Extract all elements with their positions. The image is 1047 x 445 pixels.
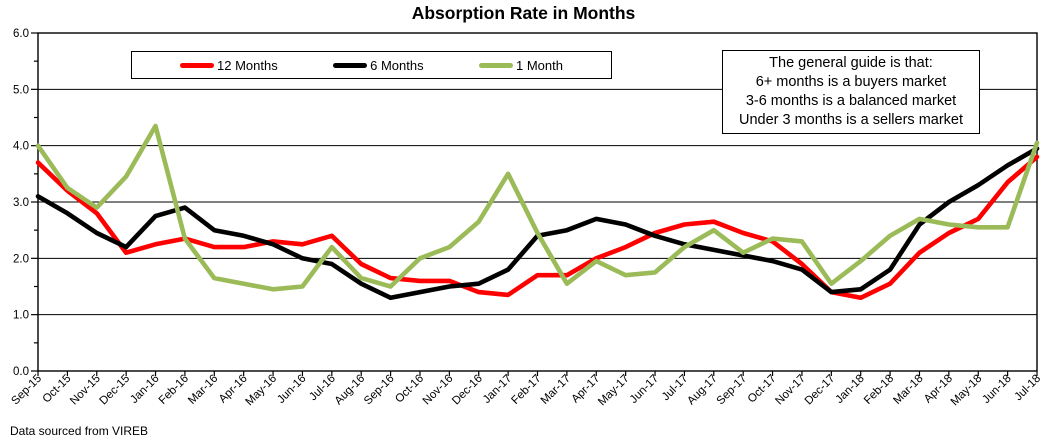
svg-text:Mar-18: Mar-18 [891, 373, 925, 407]
svg-text:Dec-17: Dec-17 [803, 373, 838, 408]
svg-text:Nov-17: Nov-17 [773, 373, 808, 408]
svg-text:Jan-18: Jan-18 [833, 373, 866, 406]
y-axis-labels: 0.0 1.0 2.0 3.0 4.0 5.0 6.0 [13, 28, 29, 378]
svg-text:6.0: 6.0 [13, 28, 29, 40]
svg-text:May-18: May-18 [949, 373, 985, 409]
svg-text:5.0: 5.0 [13, 84, 29, 96]
svg-text:Aug-17: Aug-17 [685, 373, 720, 408]
svg-text:0.0: 0.0 [13, 366, 29, 378]
svg-text:Dec-15: Dec-15 [98, 373, 133, 408]
series-line-12-months [35, 154, 1040, 301]
chart-legend: 12 Months 6 Months 1 Month [131, 51, 612, 79]
guide-line-4: Under 3 months is a sellers market [738, 112, 964, 128]
svg-text:Sep-17: Sep-17 [715, 373, 750, 408]
legend-label-1-month: 1 Month [516, 57, 563, 73]
legend-item-6-months: 6 Months [333, 57, 424, 73]
svg-text:Jan-16: Jan-16 [128, 373, 161, 406]
legend-label-12-months: 12 Months [217, 57, 278, 73]
svg-text:Mar-17: Mar-17 [539, 373, 573, 407]
svg-text:Feb-18: Feb-18 [862, 373, 896, 407]
svg-text:2.0: 2.0 [13, 253, 29, 265]
svg-text:Jan-17: Jan-17 [481, 373, 514, 406]
svg-text:Jul-18: Jul-18 [1012, 373, 1043, 404]
svg-text:Jun-18: Jun-18 [980, 373, 1013, 406]
legend-label-6-months: 6 Months [370, 57, 424, 73]
svg-text:May-17: May-17 [596, 373, 632, 409]
svg-text:Mar-16: Mar-16 [186, 373, 220, 407]
guide-line-1: The general guide is that: [769, 55, 933, 71]
svg-text:May-16: May-16 [244, 373, 280, 409]
svg-text:Jun-16: Jun-16 [275, 373, 308, 406]
guide-box: The general guide is that: 6+ months is … [722, 50, 980, 134]
chart-title: Absorption Rate in Months [411, 3, 636, 23]
guide-line-2: 6+ months is a buyers market [755, 74, 947, 90]
svg-text:Jun-17: Jun-17 [628, 373, 661, 406]
legend-item-1-month: 1 Month [479, 58, 563, 73]
svg-text:Dec-16: Dec-16 [450, 373, 485, 408]
x-axis-ticks [37, 371, 1038, 376]
legend-swatch-12-months-icon [180, 62, 214, 68]
series-line-1-month [35, 123, 1040, 292]
svg-text:1.0: 1.0 [13, 310, 29, 322]
x-axis-labels: Sep-15Oct-15Nov-15Dec-15Jan-16Feb-16Mar-… [9, 373, 1043, 409]
svg-text:Sep-16: Sep-16 [362, 373, 397, 408]
svg-text:Aug-16: Aug-16 [333, 373, 368, 408]
y-axis-ticks [31, 32, 38, 372]
y-gridlines [38, 88, 1037, 316]
legend-swatch-6-months-icon [333, 62, 368, 68]
guide-line-3: 3-6 months is a balanced market [745, 93, 957, 109]
svg-text:Feb-16: Feb-16 [157, 373, 191, 407]
svg-text:3.0: 3.0 [13, 197, 29, 209]
legend-item-12-months: 12 Months [180, 58, 278, 73]
svg-text:Nov-16: Nov-16 [421, 373, 456, 408]
svg-text:4.0: 4.0 [13, 141, 29, 153]
svg-text:Nov-15: Nov-15 [68, 373, 103, 408]
source-note: Data sourced from VIREB [10, 424, 149, 438]
legend-swatch-1-month-icon [479, 62, 513, 68]
svg-text:Feb-17: Feb-17 [509, 373, 543, 407]
